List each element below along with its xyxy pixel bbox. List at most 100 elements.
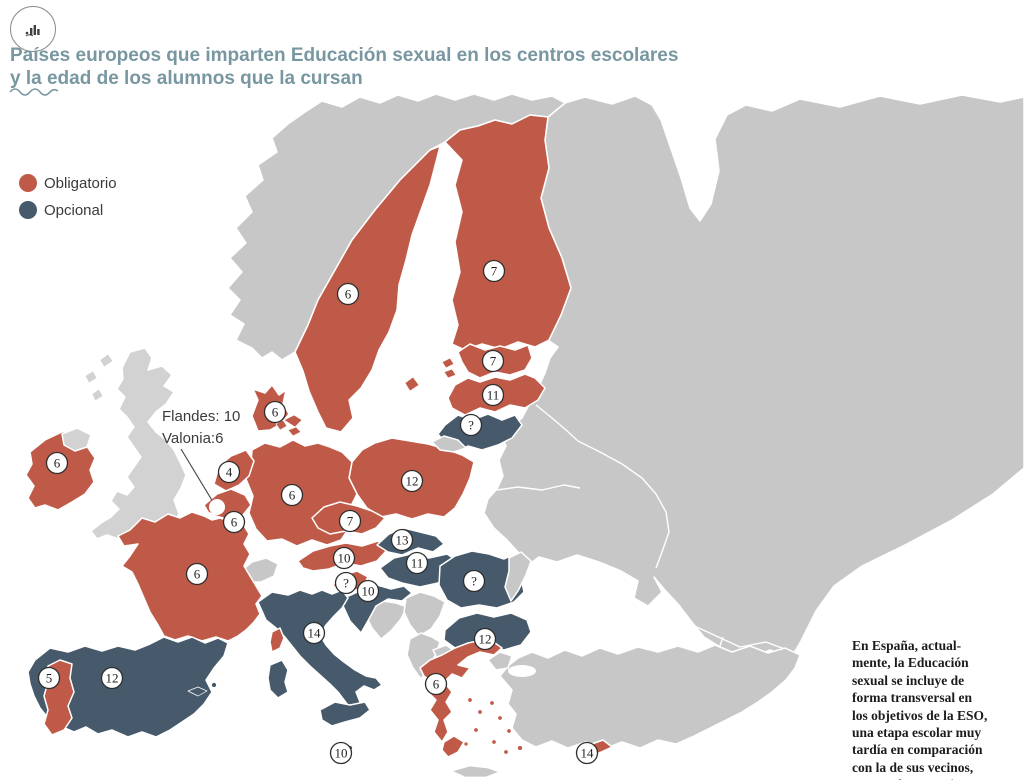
age-badge-latvia: 11 (481, 383, 505, 407)
svg-text:?: ? (471, 574, 477, 589)
age-badge-belgium: 6 (222, 510, 246, 534)
svg-text:11: 11 (487, 388, 500, 403)
svg-text:13: 13 (396, 533, 409, 548)
belgium-highlight-circle (209, 499, 225, 515)
age-badge-sweden: 6 (336, 282, 360, 306)
map-legend: Obligatorio Opcional (19, 174, 117, 228)
age-badge-lithuania: ? (459, 413, 483, 437)
country-moldova (504, 551, 532, 602)
svg-text:6: 6 (231, 515, 238, 530)
svg-text:11: 11 (411, 556, 424, 571)
age-badge-poland: 12 (400, 469, 424, 493)
svg-text:10: 10 (335, 746, 348, 761)
svg-text:5: 5 (46, 671, 53, 686)
age-badge-malta: 10 (329, 741, 353, 765)
scottish-isle-3 (91, 388, 104, 402)
age-badge-czechia: 7 (338, 509, 362, 533)
balearic-isle-2 (211, 682, 217, 688)
legend-label-obligatorio: Obligatorio (44, 174, 117, 192)
legend-swatch-opcional (19, 201, 37, 219)
scottish-isle-2 (84, 370, 98, 384)
border-caucasus-1 (689, 623, 791, 652)
age-badge-estonia: 7 (481, 349, 505, 373)
page-title: Países europeos que imparten Educación s… (10, 44, 710, 90)
border-belarus-russia (535, 404, 579, 442)
island-gotland (404, 376, 420, 392)
svg-text:7: 7 (490, 354, 497, 369)
svg-text:6: 6 (289, 488, 296, 503)
title-line-2: y la edad de los alumnos que la cursan (10, 68, 363, 89)
svg-text:14: 14 (581, 746, 595, 761)
country-serbia (403, 591, 446, 637)
age-badge-france: 6 (185, 562, 209, 586)
country-turkey (499, 644, 801, 750)
age-badge-germany: 6 (280, 483, 304, 507)
region-peloponnese (441, 735, 465, 758)
age-badge-spain: 12 (100, 666, 124, 690)
annotation-leader-line (180, 448, 214, 503)
sea-marmara (508, 665, 536, 677)
svg-text:6: 6 (272, 405, 279, 420)
age-badge-romania: ? (462, 569, 486, 593)
danish-isle-2 (287, 426, 302, 437)
country-finland (444, 114, 572, 351)
age-badge-portugal: 5 (37, 666, 61, 690)
legend-label-opcional: Opcional (44, 201, 104, 219)
country-italy (257, 589, 383, 713)
country-turkey-thrace (487, 651, 513, 671)
age-badge-cyprus: 14 (575, 741, 599, 765)
svg-text:6: 6 (433, 677, 440, 692)
age-badge-italy: 14 (302, 621, 326, 645)
svg-text:12: 12 (479, 632, 492, 647)
country-croatia (339, 584, 413, 634)
balearic-isle-1 (187, 686, 208, 697)
svg-text:6: 6 (345, 287, 352, 302)
age-badge-croatia: 10 (356, 579, 380, 603)
legend-item-opcional: Opcional (19, 201, 117, 219)
region-kaliningrad (431, 435, 467, 453)
bar-chart-icon (10, 6, 56, 52)
age-badge-slovenia: ? (334, 571, 358, 595)
scottish-isle-1 (99, 353, 114, 368)
island-crete (451, 765, 500, 778)
age-badge-bulgaria: 12 (473, 627, 497, 651)
region-northern-ireland (61, 427, 92, 452)
title-squiggle (9, 88, 59, 96)
border-belarus-ukraine (496, 484, 581, 491)
age-badge-austria: 10 (332, 546, 356, 570)
age-badge-ireland: 6 (45, 451, 69, 475)
estonian-isle-1 (441, 357, 455, 369)
country-russia-east (483, 94, 1024, 660)
island-sicily (319, 701, 371, 727)
svg-text:4: 4 (226, 465, 233, 480)
svg-text:12: 12 (406, 474, 419, 489)
border-ukraine-russia (577, 440, 670, 569)
legend-item-obligatorio: Obligatorio (19, 174, 117, 192)
svg-text:10: 10 (362, 584, 375, 599)
island-sardinia (267, 659, 289, 699)
title-line-1: Países europeos que imparten Educación s… (10, 45, 679, 66)
estonian-isle-2 (443, 368, 457, 379)
note-text: En España, actual-mente, la Educación sex… (852, 638, 988, 780)
island-corsica (269, 627, 285, 653)
svg-text:10: 10 (338, 551, 351, 566)
age-badge-denmark: 6 (263, 400, 287, 424)
svg-text:6: 6 (54, 456, 61, 471)
svg-text:?: ? (468, 418, 474, 433)
age-badge-greece: 6 (424, 672, 448, 696)
country-bosnia (365, 600, 408, 640)
svg-text:6: 6 (194, 567, 201, 582)
country-sweden (294, 145, 441, 433)
annotation-line-2: Valonia:6 (162, 430, 224, 447)
age-badge-hungary: 11 (405, 551, 429, 575)
annotation-line-1: Flandes: 10 (162, 408, 241, 425)
svg-text:12: 12 (106, 671, 119, 686)
legend-swatch-obligatorio (19, 174, 37, 192)
danish-isle-1 (283, 414, 303, 428)
svg-text:7: 7 (491, 264, 498, 279)
aegean-islands (463, 697, 523, 755)
age-badge-slovakia: 13 (390, 528, 414, 552)
